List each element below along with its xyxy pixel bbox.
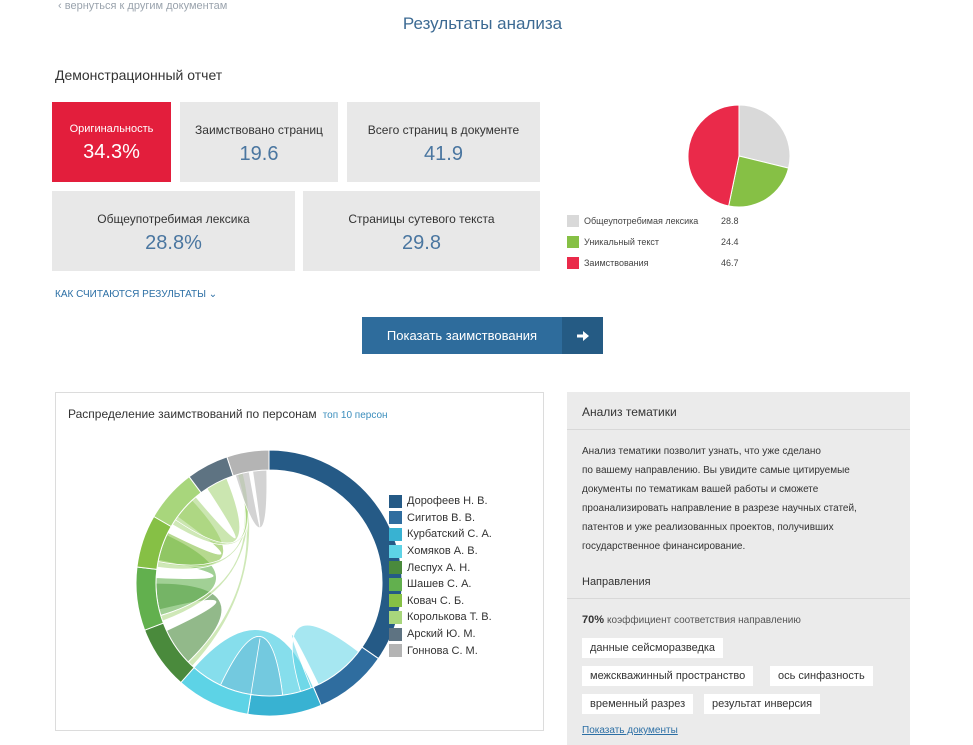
chord-legend-label: Курбатский С. А. [407, 528, 492, 541]
pie-legend-label: Уникальный текст [584, 237, 660, 247]
chord-legend-item: Сигитов В. В. [389, 510, 492, 527]
total-pages-tile: Всего страниц в документе 41.9 [347, 102, 540, 182]
chevron-down-icon: ⌄ [208, 289, 218, 300]
description-line: по вашему направлению. Вы увидите самые … [582, 465, 850, 476]
common-lexicon-label: Общеупотребимая лексика [97, 212, 250, 226]
description-line: проанализировать направление в разрезе н… [582, 503, 857, 514]
total-pages-label: Всего страниц в документе [367, 123, 520, 137]
pie-legend-swatch [567, 257, 579, 269]
how-results-link[interactable]: КАК СЧИТАЮТСЯ РЕЗУЛЬТАТЫ ⌄ [55, 289, 217, 300]
chord-legend-item: Королькова Т. В. [389, 609, 492, 626]
borrowed-pages-tile: Заимствовано страниц 19.6 [180, 102, 338, 182]
common-lexicon-tile: Общеупотребимая лексика 28.8% [52, 191, 295, 271]
chord-legend-swatch [389, 544, 402, 558]
show-borrowings-button[interactable]: Показать заимствования [362, 317, 603, 354]
chord-legend-item: Гоннова С. М. [389, 642, 492, 659]
chord-legend-swatch [389, 577, 402, 591]
arrow-right-icon [562, 317, 603, 354]
pie-legend-swatch [567, 215, 579, 227]
originality-value: 34.3% [83, 141, 140, 163]
essential-pages-label: Страницы сутевого текста [348, 212, 495, 226]
pie-chart [687, 104, 791, 208]
persons-title-text: Распределение заимствований по персонам [68, 407, 317, 421]
chord-legend-label: Сигитов В. В. [407, 511, 476, 524]
directions-title: Направления [567, 567, 910, 599]
chord-legend-item: Дорофеев Н. В. [389, 493, 492, 510]
chevron-left-icon: ‹ [58, 0, 65, 12]
chord-diagram [135, 449, 403, 717]
chord-arc [226, 449, 270, 477]
pie-legend-value: 28.8 [721, 216, 739, 226]
persons-panel: Распределение заимствований по персонам т… [55, 392, 544, 731]
essential-pages-value: 29.8 [402, 232, 441, 254]
chord-legend-swatch [389, 594, 402, 608]
pie-legend-label: Общеупотребимая лексика [584, 216, 699, 226]
pie-legend-value: 24.4 [721, 237, 739, 247]
chord-legend-label: Хомяков А. В. [407, 545, 478, 558]
chord-legend-label: Королькова Т. В. [407, 611, 492, 624]
show-borrowings-label: Показать заимствования [386, 328, 538, 343]
topics-title: Анализ тематики [567, 392, 910, 430]
chord-legend: Дорофеев Н. В. Сигитов В. В. Курбатский С.… [389, 493, 492, 659]
chord-legend-item: Леспух А. Н. [389, 559, 492, 576]
coefficient-text: коэффициент соответствия направлению [607, 615, 801, 626]
description-line: государственное финансирование. [582, 541, 746, 552]
persons-panel-title: Распределение заимствований по персонам т… [68, 407, 388, 421]
topics-panel: Анализ тематики Анализ тематики позволит… [567, 392, 910, 745]
chord-legend-label: Арский Ю. М. [407, 628, 476, 641]
chord-legend-item: Хомяков А. В. [389, 543, 492, 560]
tag-item[interactable]: результат инверсия [704, 694, 821, 714]
chord-legend-swatch [389, 561, 402, 575]
chord-arc [268, 449, 403, 660]
pie-legend-label: Заимствования [584, 258, 649, 268]
show-documents-link[interactable]: Показать документы [582, 725, 678, 736]
chord-legend-label: Ковач С. Б. [407, 594, 465, 607]
tag-item[interactable]: ось синфазность [770, 666, 873, 686]
chord-legend-swatch [389, 527, 402, 541]
chord-legend-item: Ковач С. Б. [389, 593, 492, 610]
description-line: патентов и уже реализованных проектов, п… [582, 522, 834, 533]
pie-legend-swatch [567, 236, 579, 248]
chord-legend-label: Дорофеев Н. В. [407, 495, 488, 508]
chord-legend-item: Шашев С. А. [389, 576, 492, 593]
chord-legend-label: Гоннова С. М. [407, 644, 478, 657]
borrowed-pages-label: Заимствовано страниц [195, 123, 323, 137]
originality-label: Оригинальность [69, 123, 154, 135]
tag-item[interactable]: межскважинный пространство [582, 666, 754, 686]
chord-legend-swatch [389, 511, 402, 525]
back-link[interactable]: ‹ вернуться к другим документам [58, 0, 227, 12]
how-results-label: КАК СЧИТАЮТСЯ РЕЗУЛЬТАТЫ [55, 289, 206, 300]
description-line: документы по тематикам вашей работы и см… [582, 484, 819, 495]
report-name: Демонстрационный отчет [55, 67, 223, 83]
chord-legend-item: Курбатский С. А. [389, 526, 492, 543]
total-pages-value: 41.9 [424, 143, 463, 165]
chord-legend-label: Шашев С. А. [407, 578, 472, 591]
coefficient-value: 70% [582, 614, 605, 626]
pie-slice [738, 104, 791, 169]
common-lexicon-value: 28.8% [145, 232, 202, 254]
pie-slice [728, 155, 790, 208]
topics-description: Анализ тематики позволит узнать, что уже… [582, 442, 902, 556]
pie-legend-value: 46.7 [721, 258, 739, 268]
chord-legend-swatch [389, 494, 402, 508]
tag-item[interactable]: временный разрез [582, 694, 694, 714]
chord-legend-swatch [389, 627, 402, 641]
coefficient: 70% коэффициент соответствия направлению [582, 614, 801, 626]
chord-ribbon [234, 469, 268, 529]
essential-pages-tile: Страницы сутевого текста 29.8 [303, 191, 540, 271]
originality-tile: Оригинальность 34.3% [52, 102, 171, 182]
borrowed-pages-value: 19.6 [239, 143, 279, 165]
back-link-label: вернуться к другим документам [64, 0, 228, 12]
tag-item[interactable]: данные сейсморазведка [582, 638, 724, 658]
chord-legend-item: Арский Ю. М. [389, 626, 492, 643]
pie-slice [687, 104, 740, 207]
top10-link[interactable]: топ 10 персон [322, 410, 388, 421]
chord-legend-label: Леспух А. Н. [407, 561, 471, 574]
page-title: Результаты анализа [402, 14, 563, 33]
chord-legend-swatch [389, 644, 402, 658]
chord-legend-swatch [389, 610, 402, 624]
description-line: Анализ тематики позволит узнать, что уже… [582, 446, 821, 457]
